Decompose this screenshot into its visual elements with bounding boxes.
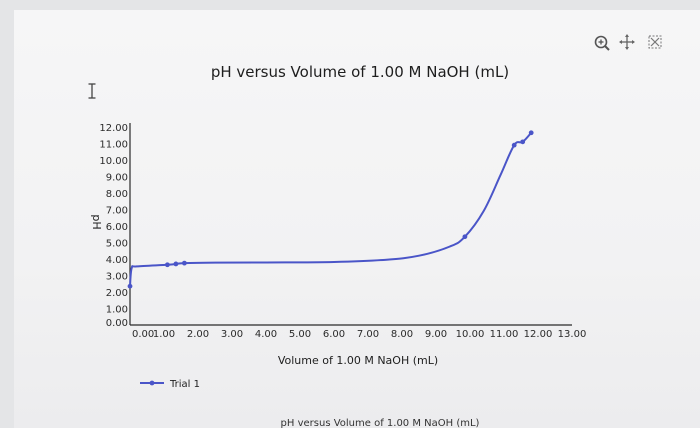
x-tick-label: 11.00 <box>490 329 519 340</box>
x-tick-label: 10.00 <box>456 329 485 340</box>
data-point[interactable] <box>127 283 133 289</box>
x-tick-label: 12.00 <box>524 329 553 340</box>
y-tick-label: 12.00 <box>99 123 128 134</box>
x-tick-label: 7.00 <box>357 329 379 340</box>
x-tick-label: 9.00 <box>425 329 447 340</box>
legend-label-trial-1: Trial 1 <box>169 379 200 390</box>
data-point[interactable] <box>511 142 517 148</box>
y-tick-labels: 0.00 1.00 2.00 3.00 4.00 5.00 6.00 7.00 8.00 9.00… <box>99 123 128 329</box>
x-tick-label: 3.00 <box>221 329 243 340</box>
pan-icon[interactable] <box>619 34 635 50</box>
y-axis-label: pH <box>90 214 103 229</box>
chart-title: pH versus Volume of 1.00 M NaOH (mL) <box>211 63 509 81</box>
text-cursor-icon <box>88 83 96 99</box>
chart-toolbar <box>594 34 662 51</box>
x-tick-label: 0.00 <box>132 329 154 340</box>
reset-icon[interactable] <box>648 35 662 49</box>
y-tick-label: 1.00 <box>106 305 128 316</box>
legend: Trial 1 <box>140 379 200 390</box>
y-tick-label: 6.00 <box>106 222 128 233</box>
y-tick-label: 3.00 <box>106 272 128 283</box>
y-tick-label: 7.00 <box>106 206 128 217</box>
x-tick-labels: 0.001.00 2.00 3.00 4.00 5.00 6.00 7.00 8.00 9.00… <box>132 329 586 340</box>
zoom-icon[interactable] <box>594 35 610 51</box>
data-point[interactable] <box>528 130 534 136</box>
y-tick-label: 11.00 <box>99 140 128 151</box>
y-tick-label: 2.00 <box>106 288 128 299</box>
x-tick-label: 5.00 <box>289 329 311 340</box>
x-tick-label: 13.00 <box>558 329 587 340</box>
y-tick-label: 4.00 <box>106 255 128 266</box>
data-point[interactable] <box>520 139 526 145</box>
x-tick-label: 2.00 <box>187 329 209 340</box>
x-tick-label: 1.00 <box>153 329 175 340</box>
x-tick-label: 4.00 <box>255 329 277 340</box>
data-point[interactable] <box>173 261 179 267</box>
series-line <box>129 132 532 287</box>
x-axis-label: Volume of 1.00 M NaOH (mL) <box>278 354 438 367</box>
data-point[interactable] <box>462 234 468 240</box>
bottom-caption: pH versus Volume of 1.00 M NaOH (mL) <box>281 418 480 428</box>
series-layer <box>127 130 534 289</box>
y-tick-label: 10.00 <box>99 156 128 167</box>
legend-swatch-marker <box>149 380 155 386</box>
x-tick-label: 8.00 <box>391 329 413 340</box>
y-tick-label: 8.00 <box>106 189 128 200</box>
data-point[interactable] <box>182 260 187 266</box>
y-tick-label: 5.00 <box>106 239 128 250</box>
chart-page <box>14 10 700 428</box>
data-point[interactable] <box>165 262 170 268</box>
y-tick-label: 0.00 <box>106 318 128 329</box>
y-tick-label: 9.00 <box>106 173 128 184</box>
x-tick-label: 6.00 <box>323 329 345 340</box>
